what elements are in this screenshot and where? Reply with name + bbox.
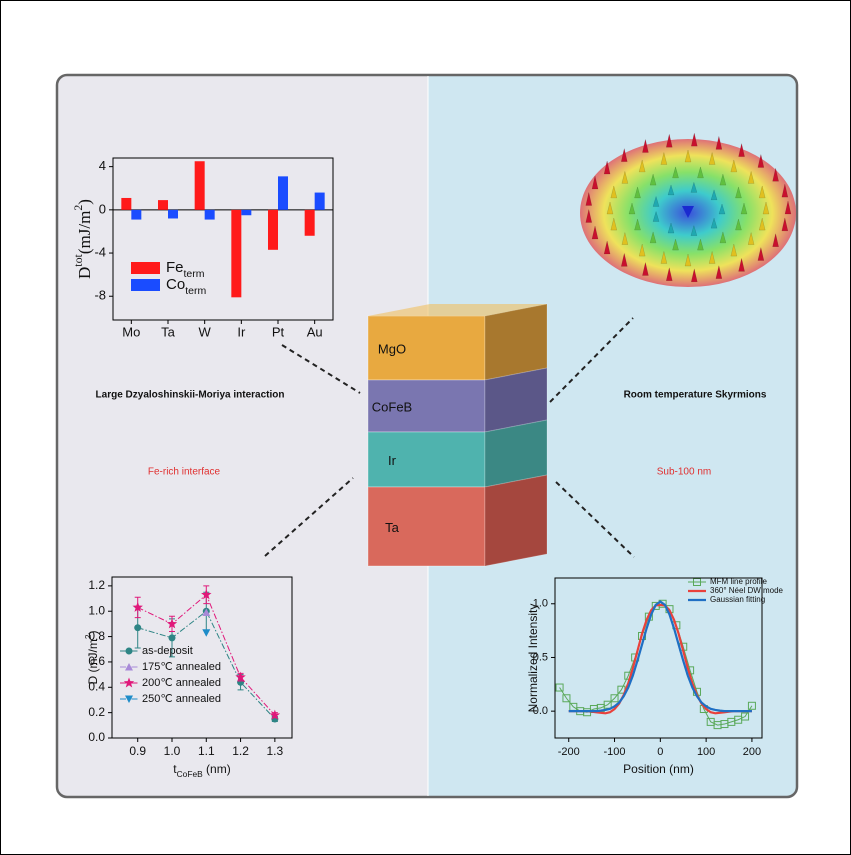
layer-label: Ta xyxy=(385,520,400,535)
x-tick-label: 0.9 xyxy=(129,744,146,758)
bar xyxy=(315,193,325,210)
label-part: term xyxy=(185,285,206,297)
label-part: (nm) xyxy=(203,762,231,776)
legend-label: 250℃ annealed xyxy=(142,693,221,705)
legend-label: 175℃ annealed xyxy=(142,661,221,673)
y-tick-label: 4 xyxy=(99,158,106,173)
x-tick-label: 1.0 xyxy=(164,744,181,758)
label-part: term xyxy=(184,268,205,280)
x-tick-label: -100 xyxy=(604,746,626,758)
right-subtitle: Sub-100 nm xyxy=(657,467,711,478)
legend-label: as-deposit xyxy=(142,645,193,657)
label-part: CoFeB xyxy=(177,769,203,779)
bar xyxy=(278,176,288,209)
legend-label: Gaussian fitting xyxy=(710,595,765,604)
x-tick-label: 200 xyxy=(743,746,761,758)
right-title: Room temperature Skyrmions xyxy=(624,390,767,401)
bar xyxy=(131,210,141,220)
label-part: tot xyxy=(71,253,85,266)
y-axis-label: Dtot(mJ/m2) xyxy=(71,199,94,279)
legend-label: 360° Néel DW mode xyxy=(710,586,784,595)
bar xyxy=(241,210,251,215)
marker xyxy=(169,634,176,641)
y-tick-label: -4 xyxy=(94,244,106,259)
legend-marker xyxy=(126,648,133,655)
x-tick-label: -200 xyxy=(558,746,580,758)
layer-label: MgO xyxy=(378,341,406,356)
x-tick-label: Ir xyxy=(237,324,246,339)
left-subtitle: Fe-rich interface xyxy=(148,467,221,478)
bar xyxy=(121,198,131,210)
layer-label: CoFeB xyxy=(372,399,412,414)
x-tick-label: Mo xyxy=(122,324,140,339)
bar xyxy=(158,200,168,210)
label-part: Fe xyxy=(166,259,184,276)
label-part: D (mJ/m xyxy=(86,639,100,684)
left-title: Large Dzyaloshinskii-Moriya interaction xyxy=(96,390,285,401)
y-tick-label: 1.2 xyxy=(88,578,105,592)
y-tick-label: 0.0 xyxy=(88,730,105,744)
label-part: (mJ/m xyxy=(75,211,94,254)
x-tick-label: Ta xyxy=(161,324,176,339)
bar xyxy=(268,210,278,250)
layer-side xyxy=(485,475,547,566)
x-tick-label: 100 xyxy=(697,746,715,758)
x-tick-label: 1.1 xyxy=(198,744,215,758)
legend-label: 200℃ annealed xyxy=(142,677,221,689)
bar xyxy=(168,210,178,219)
legend-swatch xyxy=(131,279,160,291)
label-part: ) xyxy=(86,631,100,635)
x-tick-label: 1.3 xyxy=(267,744,284,758)
label-part: D xyxy=(75,267,94,279)
layer-front xyxy=(368,432,485,487)
y-tick-label: 1.0 xyxy=(88,603,105,617)
layer-label: Ir xyxy=(388,453,397,468)
marker xyxy=(134,624,141,631)
x-tick-label: Au xyxy=(307,324,323,339)
label-part: Co xyxy=(166,276,185,293)
bar xyxy=(205,210,215,220)
y-tick-label: -8 xyxy=(94,288,106,303)
x-axis-label: Position (nm) xyxy=(623,762,694,776)
x-tick-label: Pt xyxy=(272,324,285,339)
bar xyxy=(305,210,315,236)
figure: MgO CoFeB Ir Ta Large Dzyaloshinskii-Moriya… xyxy=(0,0,851,855)
layer-stack: MgO CoFeB Ir Ta xyxy=(368,304,547,566)
legend-swatch xyxy=(131,262,160,274)
y-tick-label: 0 xyxy=(99,201,106,216)
x-tick-label: 0 xyxy=(657,746,663,758)
bar xyxy=(231,210,241,297)
y-tick-label: 0.2 xyxy=(88,705,105,719)
label-part: ) xyxy=(75,199,94,205)
bar xyxy=(195,161,205,210)
x-tick-label: W xyxy=(199,324,212,339)
layer-side xyxy=(485,304,547,380)
x-tick-label: 1.2 xyxy=(232,744,249,758)
y-axis-label: Normalized Intensity xyxy=(526,604,540,713)
